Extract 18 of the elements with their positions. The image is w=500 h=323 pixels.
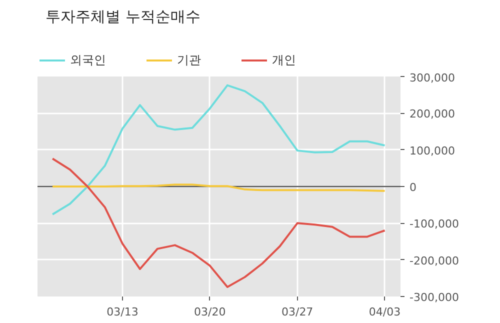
y-tick-label: -200,000 <box>410 254 459 268</box>
line-series <box>52 158 386 288</box>
x-tick-label: 03/27 <box>281 306 314 318</box>
chart-title: 투자주체별 누적순매수 <box>46 8 200 26</box>
line-series <box>52 184 386 192</box>
x-tick-label: 03/13 <box>106 306 138 318</box>
x-tick-label: 04/03 <box>368 306 401 318</box>
y-tick-label: 300,000 <box>410 72 455 84</box>
y-tick-label: 0 <box>410 181 416 194</box>
legend-label: 개인 <box>272 52 296 68</box>
line-series <box>52 84 386 216</box>
y-tick-label: 100,000 <box>410 144 455 158</box>
y-tick-label: 200,000 <box>410 108 455 121</box>
x-tick-label: 03/20 <box>194 306 226 318</box>
legend-label: 외국인 <box>70 52 106 68</box>
legend-label: 기관 <box>177 52 201 68</box>
y-tick-label: -100,000 <box>410 218 459 231</box>
y-tick-label: -300,000 <box>410 291 459 304</box>
